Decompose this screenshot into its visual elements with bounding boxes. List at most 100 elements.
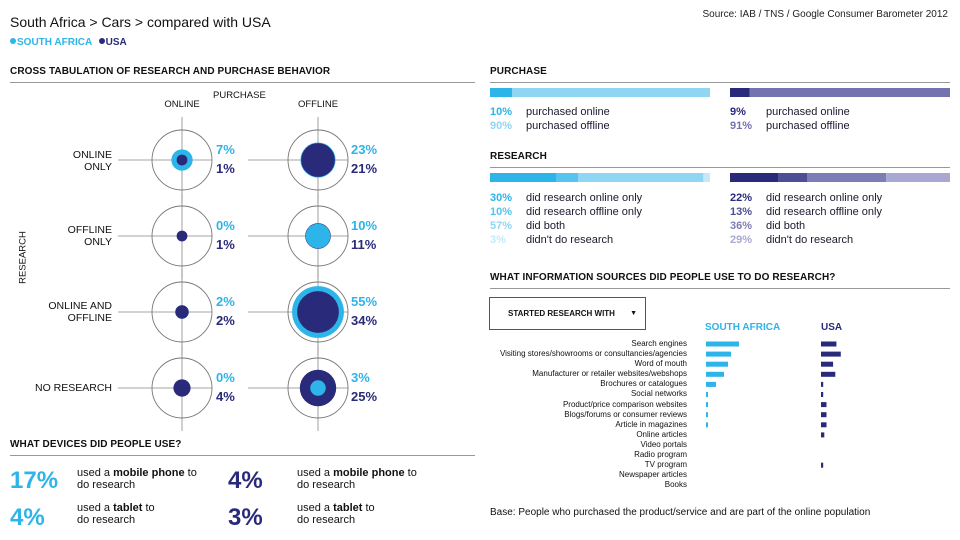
pct-no-research-offline-us: 25% <box>351 389 378 404</box>
legend-label: USA <box>105 37 127 48</box>
stat-label: purchased online <box>766 106 850 118</box>
purchase-bar-segment-us <box>730 88 750 97</box>
research-bar-segment-us <box>807 173 887 182</box>
pct-offline-only-offline-us: 11% <box>351 237 377 252</box>
device-text-post: to <box>362 502 375 514</box>
pct-offline-only-offline-sa: 10% <box>351 218 378 233</box>
research-sa-none: 3% didn't do research <box>490 233 613 247</box>
purchase-sa-offline: 90% purchased offline <box>490 119 610 133</box>
stat-label: purchased offline <box>766 120 850 132</box>
source-category-label: Social networks <box>630 389 687 399</box>
source-bar-south-africa <box>706 361 728 367</box>
source-bar-usa <box>821 392 824 397</box>
source-bar-south-africa <box>706 351 731 357</box>
source-note: Source: IAB / TNS / Google Consumer Baro… <box>702 9 949 20</box>
source-category-label: Books <box>664 480 687 490</box>
devices-title: WHAT DEVICES DID PEOPLE USE? <box>10 439 182 450</box>
stat-value: 3% <box>490 234 506 246</box>
source-category-label: Product/price comparison websites <box>562 399 687 409</box>
page-title: South Africa > Cars > compared with USA <box>10 14 271 30</box>
pct-both-online-sa: 2% <box>216 294 235 309</box>
stat-label: did research offline only <box>526 206 642 218</box>
column-label-online: ONLINE <box>164 99 200 110</box>
reference-ring <box>151 357 213 419</box>
source-category-label: Visiting stores/showrooms or consultanci… <box>499 349 687 359</box>
started-research-dropdown[interactable]: STARTED RESEARCH WITH ▼ <box>489 297 646 330</box>
legend-dot-usa <box>98 38 105 44</box>
source-category-label: Manufacturer or retailer websites/websho… <box>532 369 687 379</box>
research-bar-segment-sa <box>556 173 578 182</box>
row-label-no-research: NO RESEARCH <box>30 382 112 394</box>
device-us-tablet-text: used a tablet to do research <box>297 502 375 526</box>
source-bar-south-africa <box>706 412 708 418</box>
research-bar-segment-us <box>778 173 807 182</box>
device-text-device: mobile phone <box>333 467 405 479</box>
crosstab-rule <box>10 82 475 83</box>
source-bar-usa <box>821 412 827 418</box>
stat-value: 36% <box>730 220 753 232</box>
stat-value: 90% <box>490 120 513 132</box>
pct-no-research-online-sa: 0% <box>216 370 235 385</box>
stat-value: 22% <box>730 192 753 204</box>
stat-value: 13% <box>730 206 753 218</box>
purchase-axis-label: PURCHASE <box>213 90 266 101</box>
bubble-south-africa <box>310 380 326 396</box>
source-category-label: Blogs/forums or consumer reviews <box>564 409 687 419</box>
stat-label: did research offline only <box>766 206 882 218</box>
reference-ring <box>151 129 213 191</box>
pct-online-only-online-sa: 7% <box>216 142 235 157</box>
stat-label: did both <box>526 220 566 232</box>
sources-category-labels: Search engines Visiting stores/showrooms … <box>482 339 687 490</box>
research-bar-segment-sa <box>703 173 710 182</box>
device-text-pre: used a <box>297 502 334 514</box>
pct-online-only-offline-sa: 23% <box>351 142 378 157</box>
research-sa-offline: 10% did research offline only <box>490 205 642 219</box>
reference-ring <box>287 357 349 419</box>
device-us-tablet-value: 3% <box>228 504 263 531</box>
stat-label: purchased offline <box>526 120 610 132</box>
reference-ring <box>151 281 213 343</box>
source-bar-usa <box>821 351 841 357</box>
devices-rule <box>10 455 475 456</box>
legend-usa: USA <box>98 37 127 48</box>
row-label-line: OFFLINE <box>67 224 112 236</box>
source-bar-usa <box>821 341 837 347</box>
sources-bars <box>706 341 841 468</box>
source-category-label: Word of mouth <box>634 359 687 369</box>
dropdown-label: STARTED RESEARCH WITH <box>508 309 615 318</box>
pct-both-offline-us: 34% <box>351 313 378 328</box>
pct-both-online-us: 2% <box>216 313 235 328</box>
pct-offline-only-online-us: 1% <box>216 237 235 252</box>
purchase-sa-online: 10% purchased online <box>490 105 610 119</box>
source-bar-usa <box>821 432 825 438</box>
source-bar-south-africa <box>706 381 716 387</box>
source-category-label: Radio program <box>634 450 687 460</box>
stat-value: 91% <box>730 120 753 132</box>
research-title: RESEARCH <box>490 151 547 162</box>
research-bar-segment-us <box>730 173 779 182</box>
device-text-line2: do research <box>297 514 356 526</box>
device-us-mobile-value: 4% <box>228 467 263 494</box>
device-sa-mobile-value: 17% <box>10 467 59 494</box>
source-bar-south-africa <box>706 392 708 397</box>
source-category-label: TV program <box>644 460 687 470</box>
row-label-line: ONLY <box>84 236 112 248</box>
purchase-bar-segment-us <box>749 88 950 97</box>
stacked-bar-segments <box>490 88 950 182</box>
row-label-offline-only: OFFLINE ONLY <box>30 224 112 248</box>
source-category-label: Online articles <box>636 429 687 439</box>
bubble-usa <box>301 143 335 177</box>
bubble-usa <box>173 379 191 397</box>
device-text-device: tablet <box>113 502 143 514</box>
reference-ring <box>151 205 213 267</box>
device-text-post: to <box>404 467 417 479</box>
source-bar-south-africa <box>706 402 708 408</box>
device-text-device: mobile phone <box>113 467 185 479</box>
pct-offline-only-online-sa: 0% <box>216 218 235 233</box>
row-label-line: NO RESEARCH <box>34 382 112 394</box>
pct-no-research-online-us: 4% <box>216 389 235 404</box>
pct-online-only-online-us: 1% <box>216 161 235 176</box>
device-text-post: to <box>184 467 197 479</box>
row-label-line: ONLINE AND <box>48 300 112 312</box>
bubble-usa <box>176 154 188 166</box>
